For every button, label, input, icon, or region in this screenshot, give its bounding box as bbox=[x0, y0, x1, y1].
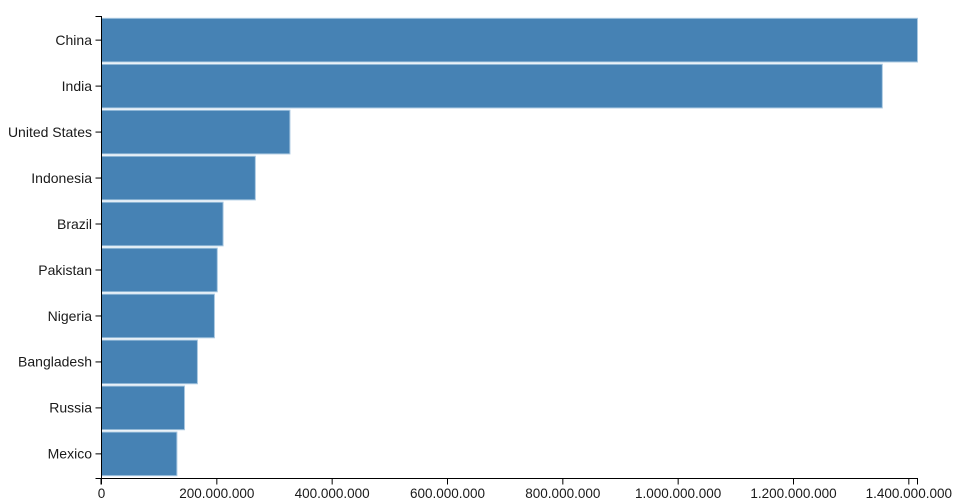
bar-russia bbox=[101, 385, 186, 431]
x-tick-label: 400.000.000 bbox=[295, 486, 370, 500]
x-tick-label: 200.000.000 bbox=[179, 486, 254, 500]
bar-indonesia bbox=[101, 155, 256, 201]
y-axis-domain-line bbox=[95, 16, 102, 479]
x-tick-label: 800.000.000 bbox=[525, 486, 600, 500]
bar-brazil bbox=[101, 201, 224, 247]
y-tick-label-united-states: United States bbox=[8, 124, 92, 140]
bar-india bbox=[101, 63, 883, 109]
bar-bangladesh bbox=[101, 339, 198, 385]
x-tick-label: 0 bbox=[98, 486, 106, 500]
bar-china bbox=[101, 17, 918, 63]
y-tick-label-indonesia: Indonesia bbox=[31, 170, 92, 186]
y-tick-label-russia: Russia bbox=[49, 400, 92, 416]
y-tick-label-pakistan: Pakistan bbox=[38, 262, 92, 278]
y-axis: China India United States Indonesia Brazil Pa… bbox=[8, 16, 102, 479]
x-axis: 0 200.000.000 400.000.000 600.000.000 800.00… bbox=[98, 478, 952, 500]
y-tick-label-india: India bbox=[62, 78, 93, 94]
y-tick-label-bangladesh: Bangladesh bbox=[18, 354, 92, 370]
x-axis-domain-line bbox=[100, 478, 918, 485]
y-tick-label-nigeria: Nigeria bbox=[48, 308, 93, 324]
bar-nigeria bbox=[101, 293, 215, 339]
bar-mexico bbox=[101, 431, 178, 477]
y-tick-label-china: China bbox=[55, 32, 92, 48]
bar-pakistan bbox=[101, 247, 218, 293]
x-tick-label: 1.000.000.000 bbox=[635, 486, 721, 500]
bar-united-states bbox=[101, 109, 291, 155]
y-tick-label-mexico: Mexico bbox=[48, 446, 93, 462]
x-tick-label: 1.400.000.000 bbox=[866, 486, 952, 500]
bars-group bbox=[101, 17, 918, 477]
x-tick-label: 600.000.000 bbox=[410, 486, 485, 500]
x-tick-label: 1.200.000.000 bbox=[750, 486, 836, 500]
y-tick-label-brazil: Brazil bbox=[57, 216, 92, 232]
